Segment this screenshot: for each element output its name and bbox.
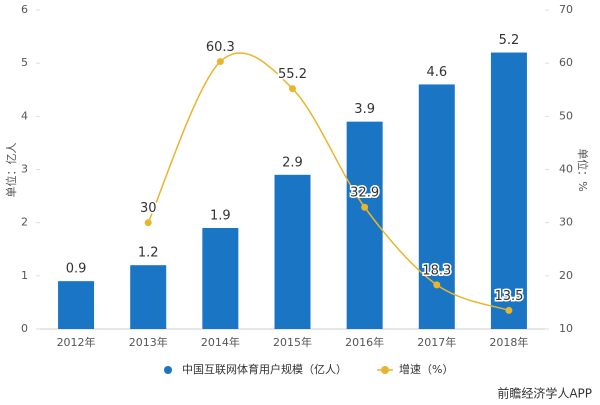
bar <box>130 265 167 329</box>
bar <box>274 174 311 329</box>
legend-marker <box>164 366 172 374</box>
x-tick-label: 2015年 <box>273 335 312 349</box>
x-tick-label: 2014年 <box>201 335 240 349</box>
y2-tick-label: 30 <box>559 216 573 229</box>
y-tick-label: 1 <box>21 269 28 282</box>
line-marker <box>289 85 296 93</box>
bar-value-label: 5.2 <box>499 33 520 48</box>
y2-tick-label: 60 <box>559 56 573 69</box>
bar <box>490 52 527 330</box>
y2-tick-label: 10 <box>559 322 573 335</box>
y-tick-label: 4 <box>21 109 28 122</box>
bar <box>58 281 95 329</box>
y2-tick-label: 50 <box>559 109 573 122</box>
line-value-label: 32.9 <box>350 186 379 201</box>
bar-value-label: 2.9 <box>282 155 303 170</box>
bar-value-label: 1.9 <box>210 208 231 223</box>
bar-value-label: 1.2 <box>138 246 159 261</box>
line-marker <box>216 58 224 66</box>
bar <box>346 121 383 330</box>
y-tick-label: 2 <box>21 216 28 229</box>
line-value-label: 60.3 <box>206 40 235 55</box>
y2-tick-label: 20 <box>559 269 573 282</box>
y-tick-label: 6 <box>21 3 28 16</box>
bar-value-label: 4.6 <box>426 65 447 80</box>
y-tick-label: 0 <box>21 322 28 335</box>
x-tick-label: 2013年 <box>129 335 168 349</box>
line-value-label: 18.3 <box>422 263 451 278</box>
y2-tick-label: 40 <box>559 163 573 176</box>
x-tick-label: 2016年 <box>345 335 384 349</box>
line-marker <box>144 219 152 227</box>
bar <box>202 227 239 329</box>
y-axis-label: 单位：亿人 <box>4 143 18 198</box>
line-marker <box>433 281 441 289</box>
line-value-label: 13.5 <box>494 289 523 304</box>
bar-value-label: 3.9 <box>354 102 375 117</box>
legend-label: 中国互联网体育用户规模（亿人） <box>182 362 347 376</box>
y-tick-label: 3 <box>21 163 28 176</box>
y2-tick-label: 70 <box>559 3 573 16</box>
x-tick-label: 2012年 <box>57 335 96 349</box>
x-tick-label: 2017年 <box>417 335 456 349</box>
line-value-label: 30 <box>140 201 157 216</box>
y-tick-label: 5 <box>21 56 28 69</box>
legend-label: 增速（%） <box>399 362 453 376</box>
bar-value-label: 0.9 <box>66 262 87 277</box>
legend-marker <box>381 366 389 374</box>
line-marker <box>505 306 513 314</box>
line <box>147 52 510 312</box>
line-marker <box>361 203 369 211</box>
line-value-label: 55.2 <box>278 67 307 82</box>
y2-axis-label: 单位：% <box>576 148 590 191</box>
source: 前瞻经济学人APP <box>497 386 592 401</box>
x-tick-label: 2018年 <box>489 335 528 349</box>
